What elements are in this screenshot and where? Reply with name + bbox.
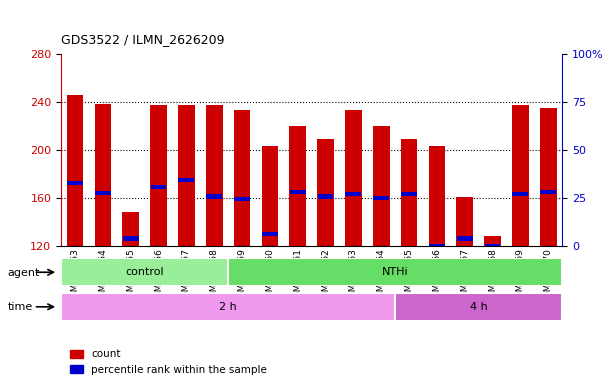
- Bar: [234, 197, 250, 201]
- Bar: [262, 232, 278, 236]
- Bar: [429, 244, 445, 248]
- Text: NTHi: NTHi: [382, 267, 408, 277]
- Bar: [67, 181, 83, 185]
- Bar: [123, 237, 139, 241]
- Bar: [457, 237, 473, 241]
- Bar: [207, 194, 222, 199]
- Bar: [178, 105, 195, 246]
- Text: 2 h: 2 h: [219, 302, 237, 312]
- Bar: [456, 197, 473, 246]
- Bar: [178, 178, 194, 182]
- Bar: [395, 293, 562, 321]
- Bar: [401, 192, 417, 196]
- Bar: [484, 236, 501, 246]
- Bar: [206, 105, 222, 246]
- Bar: [373, 126, 390, 246]
- Bar: [401, 139, 417, 246]
- Bar: [345, 192, 361, 196]
- Text: time: time: [7, 302, 32, 312]
- Bar: [233, 110, 251, 246]
- Bar: [373, 196, 389, 200]
- Bar: [345, 110, 362, 246]
- Legend: count, percentile rank within the sample: count, percentile rank within the sample: [67, 345, 271, 379]
- Text: 4 h: 4 h: [470, 302, 488, 312]
- Bar: [150, 185, 166, 189]
- Text: agent: agent: [7, 268, 40, 278]
- Bar: [540, 190, 556, 194]
- Text: control: control: [125, 267, 164, 277]
- Text: GDS3522 / ILMN_2626209: GDS3522 / ILMN_2626209: [61, 33, 225, 46]
- Bar: [228, 258, 562, 286]
- Bar: [290, 126, 306, 246]
- Bar: [61, 258, 228, 286]
- Bar: [67, 94, 83, 246]
- Bar: [290, 190, 306, 194]
- Bar: [95, 191, 111, 195]
- Bar: [485, 244, 500, 248]
- Bar: [512, 105, 529, 246]
- Bar: [150, 105, 167, 246]
- Bar: [122, 212, 139, 246]
- Bar: [513, 192, 529, 196]
- Bar: [428, 146, 445, 246]
- Bar: [540, 108, 557, 246]
- Bar: [317, 139, 334, 246]
- Bar: [318, 194, 334, 199]
- Bar: [262, 146, 278, 246]
- Bar: [95, 104, 111, 246]
- Bar: [61, 293, 395, 321]
